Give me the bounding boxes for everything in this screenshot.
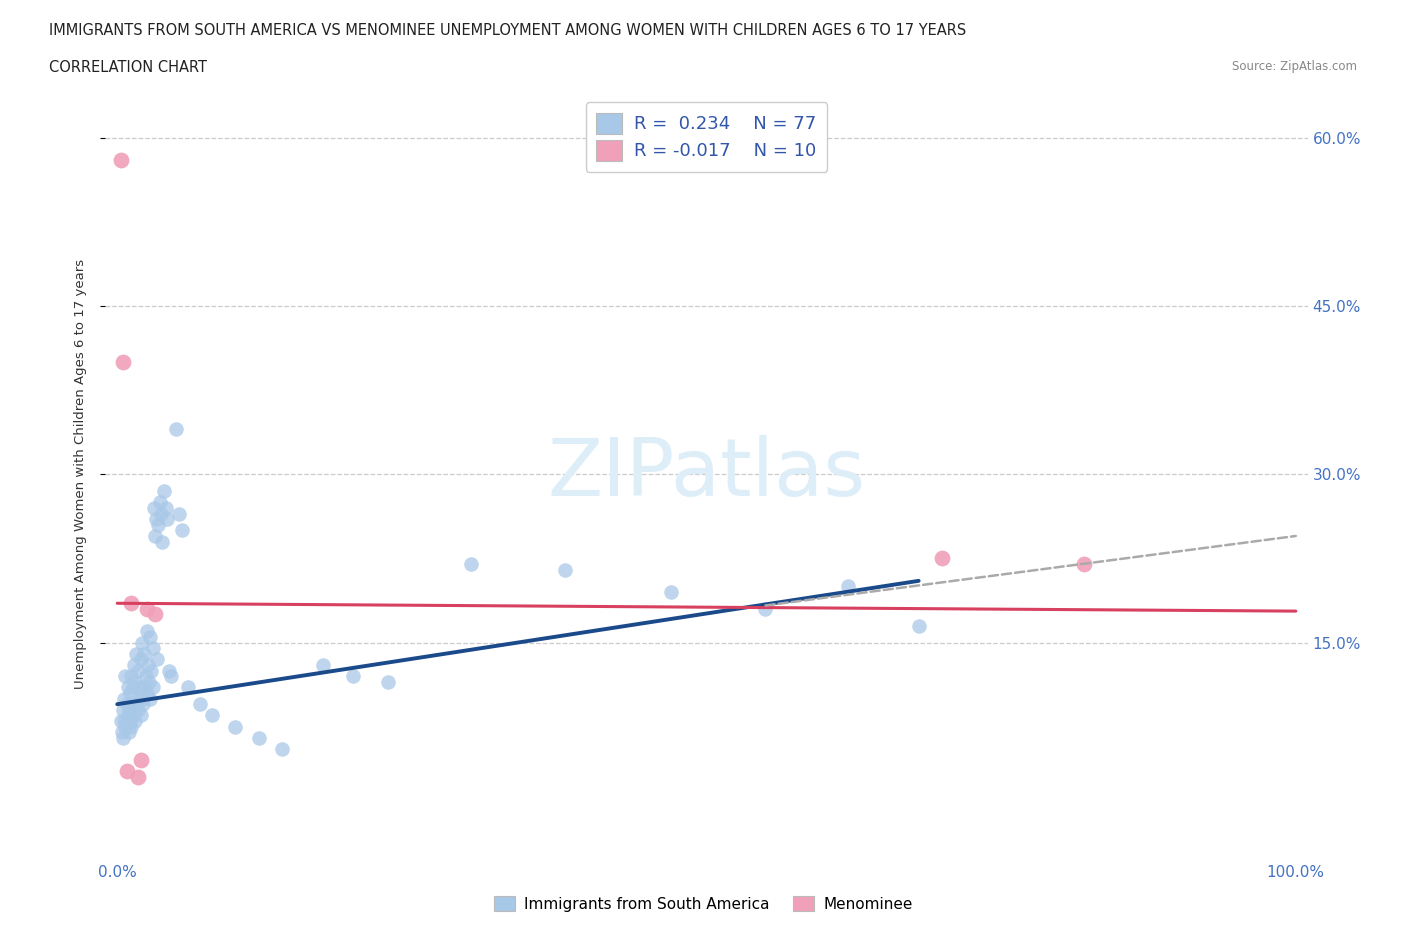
Point — [117, 680, 139, 695]
Point — [135, 669, 157, 684]
Point — [1073, 556, 1095, 571]
Point — [200, 708, 222, 723]
Point — [150, 534, 173, 549]
Point — [139, 630, 162, 644]
Point — [141, 663, 163, 678]
Point — [134, 646, 156, 661]
Point — [931, 551, 953, 565]
Point — [120, 669, 142, 684]
Point — [177, 680, 200, 695]
Point — [110, 713, 132, 728]
Point — [111, 724, 134, 739]
Y-axis label: Unemployment Among Women with Children Ages 6 to 17 years: Unemployment Among Women with Children A… — [75, 259, 87, 689]
Point — [135, 602, 157, 617]
Point — [112, 691, 135, 706]
Point — [131, 635, 153, 650]
Point — [131, 691, 153, 706]
Point — [143, 528, 166, 543]
Point — [170, 523, 193, 538]
Point — [148, 517, 170, 532]
Point — [167, 506, 190, 521]
Point — [121, 708, 143, 723]
Point — [271, 741, 294, 756]
Point — [115, 697, 138, 711]
Point — [149, 495, 172, 510]
Point — [135, 624, 157, 639]
Point — [121, 680, 143, 695]
Point — [112, 354, 135, 369]
Point — [132, 697, 155, 711]
Point — [117, 708, 139, 723]
Point — [153, 484, 176, 498]
Point — [127, 663, 149, 678]
Point — [127, 770, 149, 785]
Point — [120, 719, 142, 734]
Point — [112, 730, 135, 745]
Point — [128, 680, 150, 695]
Text: ZIPatlas: ZIPatlas — [547, 435, 866, 513]
Point — [143, 607, 166, 622]
Point — [188, 697, 211, 711]
Point — [112, 713, 135, 728]
Point — [142, 680, 165, 695]
Point — [124, 713, 146, 728]
Point — [554, 563, 576, 578]
Point — [160, 669, 183, 684]
Point — [659, 585, 682, 600]
Point — [312, 658, 335, 672]
Legend: Immigrants from South America, Menominee: Immigrants from South America, Menominee — [488, 889, 918, 918]
Point — [149, 506, 172, 521]
Point — [122, 658, 145, 672]
Point — [145, 512, 167, 526]
Point — [224, 719, 246, 734]
Point — [120, 685, 142, 700]
Point — [115, 764, 138, 779]
Point — [146, 652, 169, 667]
Point — [129, 753, 152, 768]
Point — [155, 500, 177, 515]
Point — [114, 669, 136, 684]
Point — [754, 602, 776, 617]
Point — [122, 702, 145, 717]
Point — [135, 685, 157, 700]
Point — [907, 618, 929, 633]
Point — [127, 702, 149, 717]
Point — [165, 422, 187, 437]
Text: CORRELATION CHART: CORRELATION CHART — [49, 60, 207, 75]
Point — [118, 724, 141, 739]
Point — [112, 702, 135, 717]
Point — [136, 658, 159, 672]
Point — [837, 579, 859, 594]
Text: Source: ZipAtlas.com: Source: ZipAtlas.com — [1232, 60, 1357, 73]
Point — [157, 663, 180, 678]
Point — [142, 641, 165, 656]
Point — [118, 702, 141, 717]
Point — [142, 500, 165, 515]
Point — [138, 674, 160, 689]
Point — [156, 512, 179, 526]
Point — [120, 713, 142, 728]
Point — [120, 596, 142, 611]
Point — [110, 153, 132, 167]
Point — [134, 680, 156, 695]
Point — [114, 719, 136, 734]
Legend: R =  0.234    N = 77, R = -0.017    N = 10: R = 0.234 N = 77, R = -0.017 N = 10 — [585, 102, 828, 172]
Point — [247, 730, 270, 745]
Point — [127, 691, 149, 706]
Point — [129, 652, 152, 667]
Point — [125, 697, 148, 711]
Point — [460, 556, 482, 571]
Point — [124, 674, 146, 689]
Text: IMMIGRANTS FROM SOUTH AMERICA VS MENOMINEE UNEMPLOYMENT AMONG WOMEN WITH CHILDRE: IMMIGRANTS FROM SOUTH AMERICA VS MENOMIN… — [49, 23, 966, 38]
Point — [129, 708, 152, 723]
Point — [139, 691, 162, 706]
Point — [342, 669, 364, 684]
Point — [377, 674, 399, 689]
Point — [125, 646, 148, 661]
